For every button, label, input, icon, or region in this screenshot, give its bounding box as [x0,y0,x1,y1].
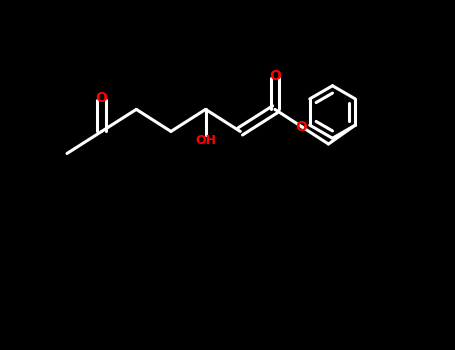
Text: OH: OH [195,134,216,147]
Text: O: O [269,69,281,83]
Text: O: O [296,120,308,134]
Text: O: O [96,91,107,105]
